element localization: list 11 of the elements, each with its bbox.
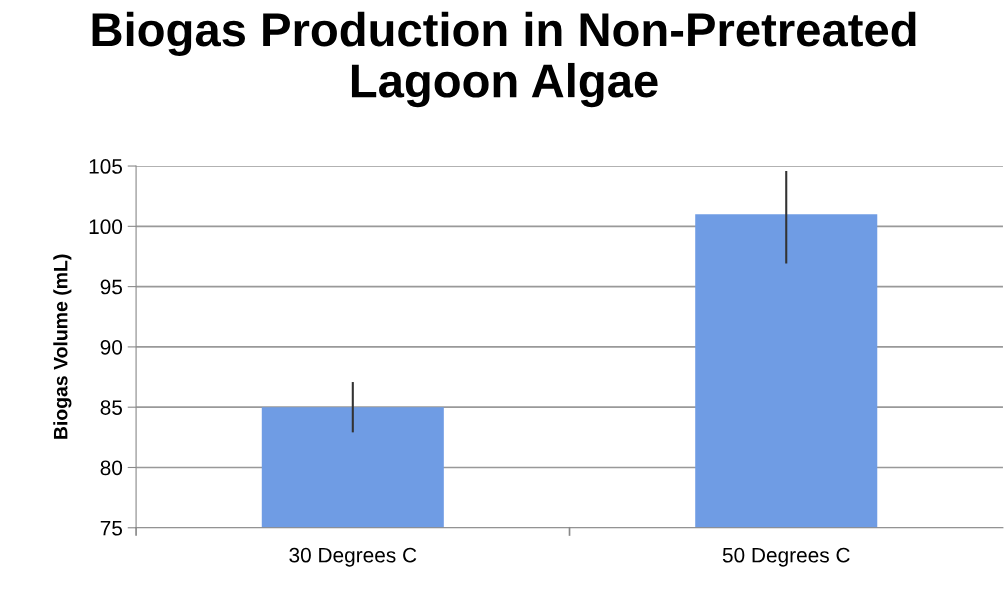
y-tick-label: 90	[100, 339, 123, 355]
y-tick-label: 95	[100, 279, 123, 295]
x-tick-label: 30 Degrees C	[289, 547, 417, 567]
y-axis-title: Biogas Volume (mL)	[53, 254, 72, 439]
x-tick-label: 50 Degrees C	[722, 547, 850, 567]
y-tick-label: 85	[100, 400, 123, 415]
y-tick-label: 100	[89, 219, 123, 235]
y-tick-label: 75	[100, 520, 123, 536]
y-tick-label: 80	[100, 460, 123, 476]
chart-title: Biogas Production in Non-Pretreated Lagoon Algae	[92, 11, 916, 108]
y-tick-label: 105	[89, 159, 123, 174]
